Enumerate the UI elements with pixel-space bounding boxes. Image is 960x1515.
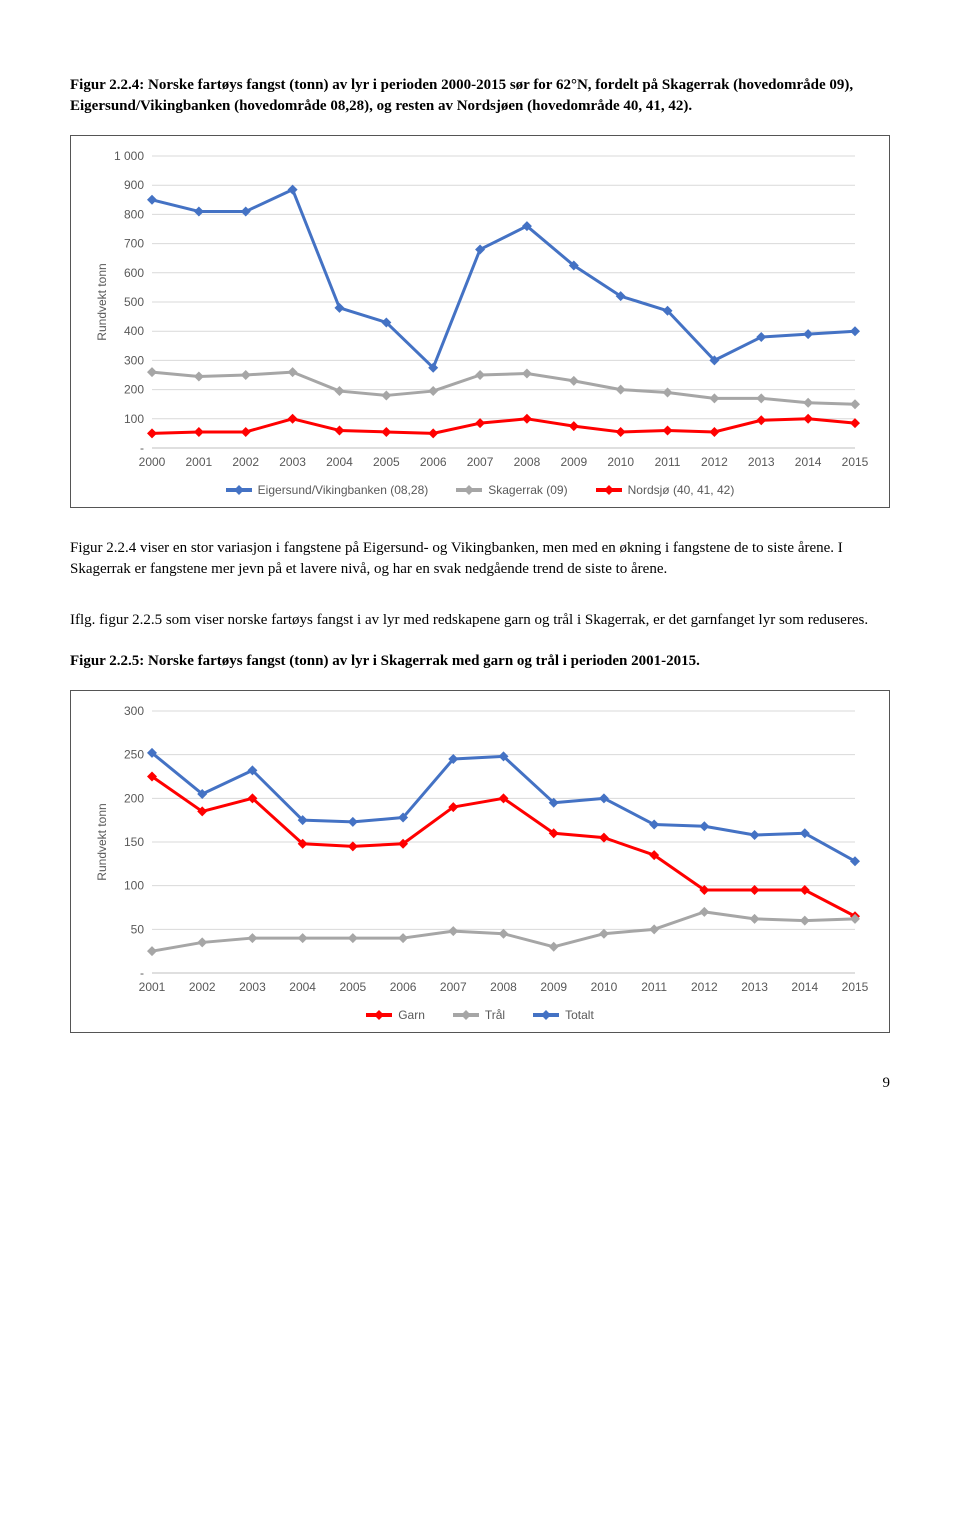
body-paragraph-1: Figur 2.2.4 viser en stor variasjon i fa… [70,538,890,580]
svg-text:300: 300 [124,353,144,367]
svg-text:Rundvekt tonn: Rundvekt tonn [95,803,109,880]
svg-text:100: 100 [124,878,144,892]
svg-text:2012: 2012 [691,980,718,994]
svg-text:2001: 2001 [139,980,166,994]
svg-text:2007: 2007 [440,980,467,994]
svg-text:700: 700 [124,237,144,251]
svg-text:50: 50 [131,922,145,936]
svg-text:250: 250 [124,747,144,761]
legend-item: Trål [453,1007,505,1024]
figure-caption-2: Figur 2.2.5: Norske fartøys fangst (tonn… [70,651,890,672]
svg-text:2010: 2010 [591,980,618,994]
svg-text:2006: 2006 [420,455,447,469]
svg-text:2005: 2005 [340,980,367,994]
svg-text:2014: 2014 [795,455,822,469]
svg-text:100: 100 [124,412,144,426]
legend-item: Eigersund/Vikingbanken (08,28) [226,482,429,499]
svg-text:800: 800 [124,207,144,221]
svg-text:2010: 2010 [607,455,634,469]
svg-text:2011: 2011 [641,980,667,994]
svg-text:2000: 2000 [139,455,166,469]
chart-2: - 50 100 150 200 250 300 2001 2002 2003 2004 2005 20… [81,701,879,1001]
svg-text:Rundvekt tonn: Rundvekt tonn [95,263,109,340]
svg-text:2003: 2003 [279,455,306,469]
svg-text:2001: 2001 [186,455,213,469]
legend-item: Totalt [533,1007,594,1024]
chart-2-legend: Garn Trål Totalt [81,1001,879,1026]
svg-text:-: - [140,966,144,980]
svg-text:2009: 2009 [560,455,587,469]
svg-text:2006: 2006 [390,980,417,994]
svg-text:2003: 2003 [239,980,266,994]
body-paragraph-2: Iflg. figur 2.2.5 som viser norske fartø… [70,610,890,631]
svg-text:1 000: 1 000 [114,149,144,163]
svg-text:2002: 2002 [232,455,259,469]
svg-text:500: 500 [124,295,144,309]
figure-caption-1: Figur 2.2.4: Norske fartøys fangst (tonn… [70,75,890,117]
svg-text:300: 300 [124,704,144,718]
legend-item: Garn [366,1007,425,1024]
svg-text:2005: 2005 [373,455,400,469]
svg-text:600: 600 [124,266,144,280]
chart-1: - 100 200 300 400 500 600 700 800 900 1 000 2000 200… [81,146,879,476]
svg-text:2004: 2004 [289,980,316,994]
svg-text:150: 150 [124,835,144,849]
svg-text:200: 200 [124,791,144,805]
svg-text:900: 900 [124,178,144,192]
legend-item: Nordsjø (40, 41, 42) [596,482,735,499]
svg-text:2015: 2015 [842,455,869,469]
svg-text:2007: 2007 [467,455,494,469]
svg-text:2008: 2008 [490,980,517,994]
chart-1-legend: Eigersund/Vikingbanken (08,28) Skagerrak … [81,476,879,501]
svg-text:2009: 2009 [540,980,567,994]
chart-1-container: - 100 200 300 400 500 600 700 800 900 1 000 2000 200… [70,135,890,508]
svg-text:-: - [140,441,144,455]
svg-text:2011: 2011 [655,455,681,469]
svg-text:2008: 2008 [514,455,541,469]
svg-text:2012: 2012 [701,455,728,469]
svg-text:2013: 2013 [748,455,775,469]
svg-text:200: 200 [124,383,144,397]
legend-item: Skagerrak (09) [456,482,567,499]
chart-2-container: - 50 100 150 200 250 300 2001 2002 2003 2004 2005 20… [70,690,890,1033]
svg-text:2014: 2014 [791,980,818,994]
svg-text:2002: 2002 [189,980,216,994]
svg-text:2015: 2015 [842,980,869,994]
svg-text:2013: 2013 [741,980,768,994]
svg-text:2004: 2004 [326,455,353,469]
page-number: 9 [70,1073,890,1094]
svg-text:400: 400 [124,324,144,338]
